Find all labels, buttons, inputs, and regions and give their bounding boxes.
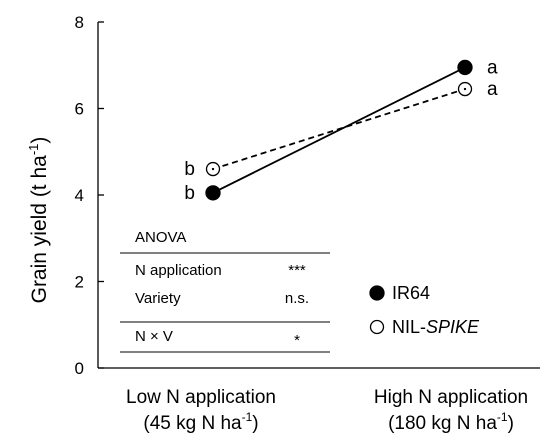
series-line-nil-spike [212, 88, 466, 170]
anova-factor: Variety [135, 290, 181, 307]
y-axis-title: Grain yield (t ha-1) [26, 137, 51, 304]
significance-letter: b [184, 159, 195, 180]
anova-factor: N × V [135, 328, 173, 345]
y-ticks: 0 2 4 6 8 [75, 13, 104, 378]
anova-sig: *** [288, 262, 306, 279]
significance-letter: b [184, 183, 195, 204]
x-category-label: High N application [374, 387, 528, 408]
ir64-point [457, 59, 473, 76]
significance-letter: a [487, 79, 498, 100]
legend-label-nil-spike: NIL-SPIKE [392, 317, 480, 337]
legend-label-ir64: IR64 [392, 283, 430, 303]
x-category-high-n: High N application (180 kg N ha-1) [374, 387, 528, 434]
y-tick-label: 2 [75, 273, 84, 292]
y-tick-label: 0 [75, 359, 84, 378]
x-category-sublabel: (180 kg N ha-1) [388, 410, 514, 434]
ir64-point [205, 185, 221, 201]
legend-marker-filled-circle-icon [369, 285, 385, 301]
nil-spike-point-center [211, 167, 215, 171]
legend-marker-open-circle-icon [369, 319, 385, 335]
y-tick-label: 4 [75, 186, 84, 205]
anova-table: ANOVA N application *** Variety n.s. N ×… [120, 229, 330, 353]
series-line-ir64 [212, 66, 466, 194]
x-category-sublabel: (45 kg N ha-1) [143, 410, 258, 434]
x-category-label: Low N application [126, 387, 276, 408]
series-layer: b a b a [184, 57, 498, 203]
nil-spike-point-center [463, 87, 467, 91]
anova-sig: n.s. [285, 290, 309, 307]
anova-sig: * [294, 332, 300, 349]
anova-header: ANOVA [135, 229, 186, 246]
y-tick-label: 8 [75, 13, 84, 32]
legend: IR64 NIL-SPIKE [369, 283, 480, 337]
y-tick-label: 6 [75, 100, 84, 119]
anova-factor: N application [135, 262, 222, 279]
significance-letter: a [487, 57, 498, 78]
x-category-low-n: Low N application (45 kg N ha-1) [126, 387, 276, 434]
